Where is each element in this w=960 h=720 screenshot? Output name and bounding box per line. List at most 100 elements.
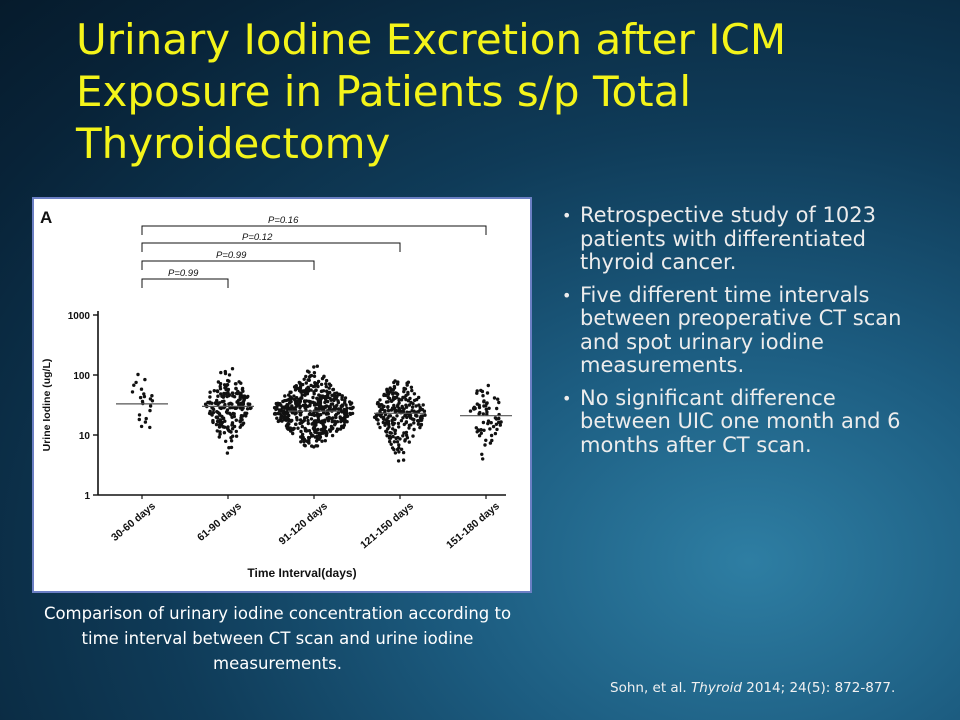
- data-point: [494, 417, 499, 421]
- data-point: [142, 392, 146, 396]
- data-point: [323, 439, 327, 443]
- data-point: [304, 381, 308, 385]
- data-point: [302, 377, 306, 381]
- data-point: [331, 387, 336, 392]
- data-point: [216, 380, 221, 384]
- y-tick-label: 100: [73, 371, 90, 382]
- data-point: [307, 375, 312, 379]
- data-point: [225, 451, 230, 455]
- data-point: [311, 421, 315, 425]
- data-point: [324, 433, 329, 438]
- data-point: [335, 391, 339, 395]
- data-point: [310, 434, 314, 438]
- data-point: [272, 412, 277, 416]
- y-tick-label: 10: [79, 431, 91, 442]
- data-point: [390, 446, 395, 450]
- scatter-chart: A 1 10 100 1000 Urine Iodine (ug/L) 30-60 days…: [40, 208, 512, 580]
- data-point: [217, 425, 222, 429]
- data-point: [483, 443, 487, 447]
- data-point: [234, 418, 238, 422]
- data-point: [488, 427, 492, 431]
- data-point: [338, 427, 343, 431]
- x-tick-label: 30-60 days: [109, 500, 158, 544]
- data-point: [221, 416, 226, 420]
- comparison-bracket: [141, 225, 487, 235]
- data-point: [290, 418, 294, 423]
- data-point: [381, 420, 385, 425]
- data-point: [348, 406, 352, 410]
- data-point: [395, 440, 400, 444]
- data-point: [245, 407, 250, 411]
- data-point: [488, 441, 493, 445]
- data-point: [485, 412, 489, 416]
- data-point: [320, 407, 324, 411]
- citation: Sohn, et al. Thyroid 2014; 24(5): 872-87…: [610, 680, 895, 696]
- data-point: [277, 408, 282, 413]
- data-point: [280, 419, 284, 423]
- data-point: [351, 405, 355, 410]
- data-point: [322, 424, 326, 428]
- data-point: [294, 384, 298, 388]
- data-point: [402, 431, 406, 435]
- data-point: [322, 395, 327, 399]
- data-point: [291, 406, 295, 410]
- figure-caption: Comparison of urinary iodine concentrati…: [43, 604, 512, 673]
- data-point: [281, 405, 285, 409]
- data-point: [223, 371, 228, 376]
- data-point: [407, 426, 411, 430]
- data-point: [211, 410, 216, 415]
- data-point: [227, 446, 231, 450]
- data-point: [296, 426, 300, 430]
- data-point: [404, 393, 408, 398]
- data-point: [393, 431, 397, 436]
- data-point: [495, 427, 499, 432]
- data-point: [222, 425, 226, 429]
- x-tick-label: 61-90 days: [195, 500, 244, 544]
- data-point: [214, 422, 219, 427]
- data-point: [148, 397, 153, 401]
- data-point: [323, 400, 327, 405]
- data-point: [376, 422, 380, 426]
- data-point: [143, 377, 147, 382]
- data-point: [230, 391, 235, 395]
- data-point: [240, 386, 245, 391]
- data-point: [324, 404, 329, 408]
- data-point: [499, 420, 503, 424]
- data-point: [241, 402, 246, 406]
- data-point: [234, 386, 238, 391]
- data-point: [312, 425, 316, 429]
- data-point: [397, 450, 401, 454]
- data-point: [306, 385, 310, 390]
- data-point: [410, 405, 415, 409]
- data-point: [479, 428, 483, 432]
- data-point: [305, 369, 310, 373]
- data-point: [393, 451, 398, 455]
- data-point: [392, 440, 397, 444]
- data-point: [389, 431, 393, 435]
- data-point: [230, 427, 235, 431]
- x-tick-label: 151-180 days: [444, 500, 502, 551]
- data-point: [336, 399, 340, 403]
- data-point: [481, 412, 485, 416]
- data-point: [479, 388, 483, 393]
- data-point: [397, 397, 401, 401]
- data-point: [396, 392, 400, 396]
- data-point: [222, 431, 227, 435]
- data-point: [334, 429, 339, 433]
- bullet-dot: •: [562, 388, 572, 408]
- data-point: [386, 422, 390, 426]
- data-point: [481, 420, 486, 425]
- data-point: [288, 426, 293, 430]
- data-point: [384, 430, 389, 434]
- data-point: [416, 409, 421, 414]
- data-point: [477, 412, 481, 416]
- data-point: [299, 429, 303, 434]
- data-point: [148, 408, 152, 413]
- data-point: [278, 402, 282, 406]
- data-point: [329, 398, 333, 402]
- data-point: [314, 419, 318, 423]
- data-point: [331, 393, 336, 397]
- data-point: [323, 418, 327, 422]
- data-point: [344, 409, 349, 413]
- data-point: [220, 394, 224, 398]
